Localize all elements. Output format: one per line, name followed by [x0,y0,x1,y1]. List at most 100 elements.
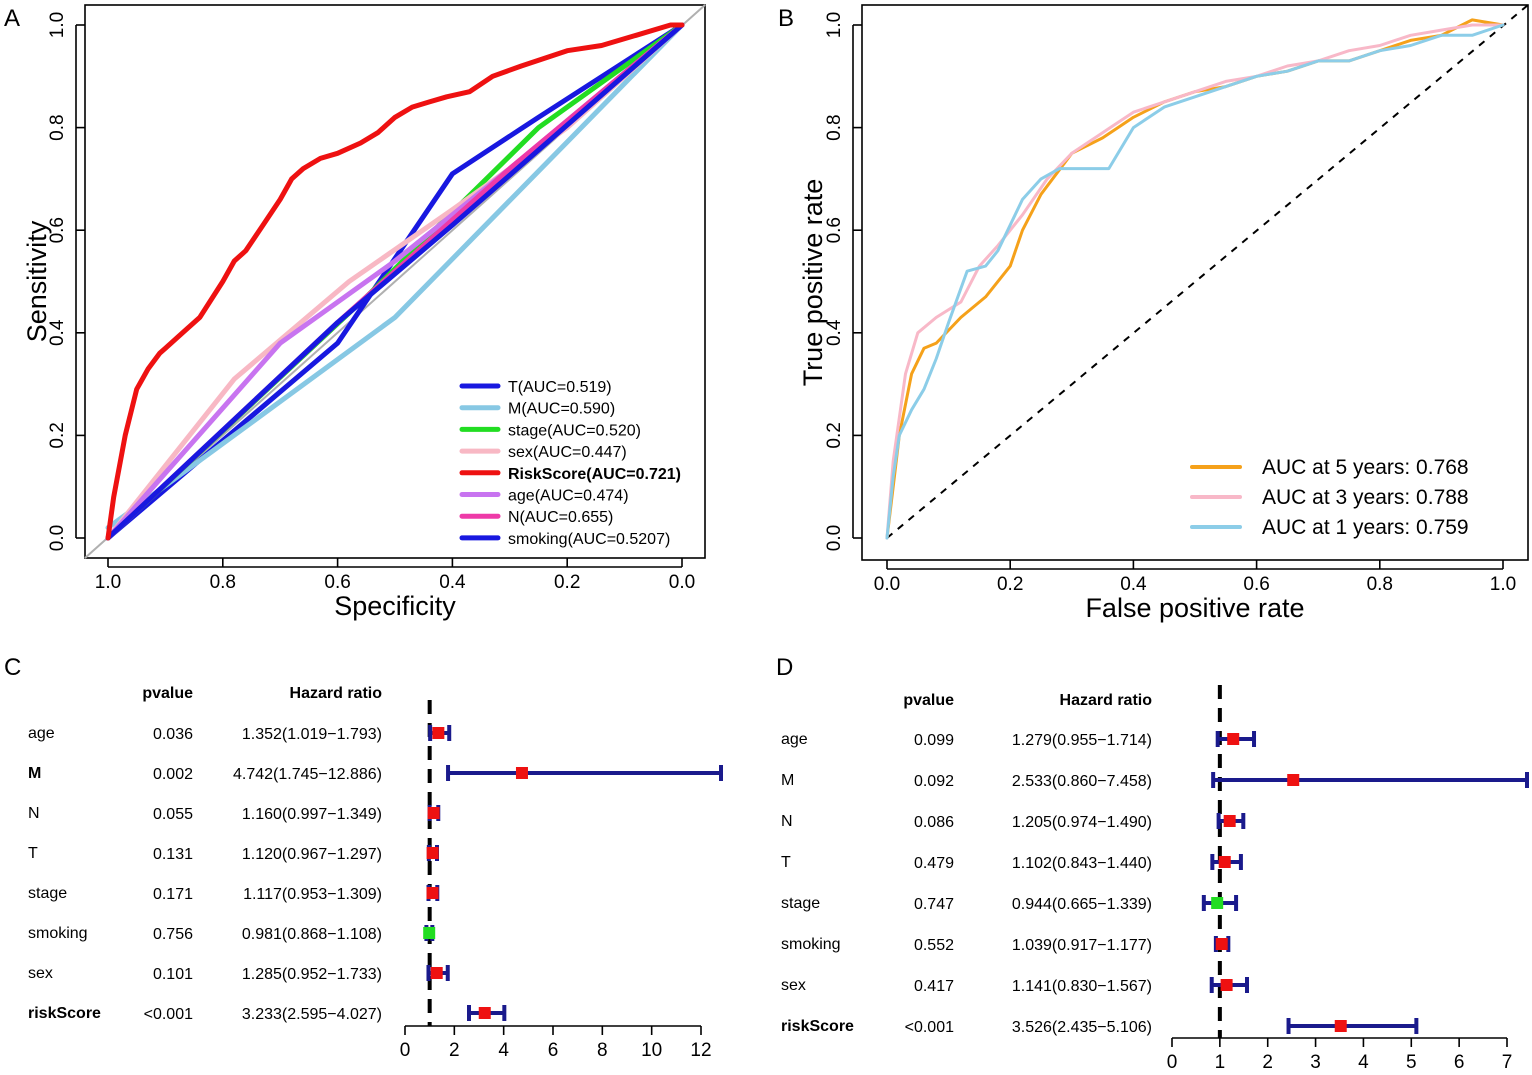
legend-label: T(AUC=0.519) [508,379,612,396]
hazard-ratio-point [1215,938,1228,950]
legend-label: AUC at 1 years: 0.759 [1262,516,1469,539]
column-header-pvalue: pvalue [142,685,193,702]
x-tick-label: 10 [641,1040,662,1061]
hazard-ratio-point [426,847,439,859]
row-hazard-ratio: 1.285(0.952−1.733) [242,966,382,983]
row-label: age [781,731,808,748]
row-pvalue: 0.747 [914,896,954,913]
row-pvalue: 0.479 [914,855,954,872]
x-tick-label: 1 [1215,1052,1226,1073]
x-axis-title: False positive rate [1085,593,1304,623]
row-label: M [781,772,794,789]
y-tick-label: 0.4 [824,319,845,346]
row-label: smoking [781,936,841,953]
row-hazard-ratio: 1.141(0.830−1.567) [1012,978,1152,995]
hazard-ratio-point [1227,733,1240,745]
row-pvalue: 0.756 [153,926,193,943]
row-hazard-ratio: 1.160(0.997−1.349) [242,806,382,823]
hazard-ratio-point [515,767,528,779]
x-tick-label: 12 [690,1040,711,1061]
row-hazard-ratio: 1.120(0.967−1.297) [242,846,382,863]
row-pvalue: 0.552 [914,937,954,954]
legend-label: AUC at 5 years: 0.768 [1262,456,1469,479]
legend-label: M(AUC=0.590) [508,401,615,418]
panel-letter: B [778,5,794,32]
hazard-ratio-point [1220,979,1233,991]
row-label: T [781,854,791,871]
roc-curve-3 [885,23,1505,540]
row-hazard-ratio: 1.279(0.955−1.714) [1012,732,1152,749]
row-pvalue: 0.086 [914,814,954,831]
y-tick-label: 1.0 [824,12,845,38]
x-tick-label: 0.0 [669,572,695,593]
x-tick-label: 3 [1310,1052,1321,1073]
row-hazard-ratio: 3.233(2.595−4.027) [242,1006,382,1023]
x-tick-label: 0.0 [874,574,900,595]
hazard-ratio-point [1218,856,1231,868]
hazard-ratio-point [426,887,439,899]
row-hazard-ratio: 1.117(0.953−1.309) [243,886,382,903]
row-pvalue: 0.036 [153,726,193,743]
row-hazard-ratio: 1.039(0.917−1.177) [1012,937,1152,954]
y-tick-label: 0.2 [47,422,68,448]
legend-label: smoking(AUC=0.5207) [508,531,670,548]
row-pvalue: 0.171 [153,886,193,903]
row-label: riskScore [28,1005,101,1022]
x-axis-title: Specificity [334,591,456,621]
y-axis-title: Sensitivity [22,220,52,342]
row-label: sex [28,965,53,982]
x-tick-label: 7 [1502,1052,1513,1073]
row-pvalue: 0.417 [914,978,954,995]
row-label: smoking [28,925,88,942]
row-hazard-ratio: 0.981(0.868−1.108) [242,926,382,943]
x-tick-label: 8 [597,1040,608,1061]
row-hazard-ratio: 4.742(1.745−12.886) [233,766,382,783]
hazard-ratio-point [427,807,440,819]
hazard-ratio-point [430,967,443,979]
row-hazard-ratio: 3.526(2.435−5.106) [1012,1019,1152,1036]
roc-curve-8 [105,22,685,541]
x-tick-label: 0.6 [324,572,350,593]
row-pvalue: 0.092 [914,773,954,790]
roc-curve-1 [105,22,685,541]
hazard-ratio-point [478,1007,491,1019]
row-pvalue: 0.002 [153,766,193,783]
x-tick-label: 0.8 [1367,574,1393,595]
row-pvalue: 0.099 [914,732,954,749]
row-label: riskScore [781,1018,854,1035]
x-tick-label: 5 [1406,1052,1417,1073]
plot-frame [861,4,1529,561]
roc-curve-2 [105,22,685,531]
row-hazard-ratio: 1.352(1.019−1.793) [242,726,382,743]
y-tick-label: 0.0 [47,525,68,551]
x-tick-label: 0.2 [554,572,580,593]
panel-a: A 1.0 0.8 0.6 0.4 0.2 0.0 0.0 0.2 0.4 0.6 0.8 1.0 Spe… [4,4,706,621]
row-pvalue: 0.055 [153,806,193,823]
hazard-ratio-point [1211,897,1224,909]
column-header-hazard-ratio: Hazard ratio [290,685,383,702]
x-tick-label: 0.4 [439,572,466,593]
x-tick-label: 4 [498,1040,509,1061]
x-tick-label: 0.4 [1120,574,1147,595]
y-tick-label: 0.0 [824,525,845,551]
panel-b: B 0.0 0.2 0.4 0.6 0.8 1.0 0.0 0.2 0.4 0.6 0.8 1.0 Fal… [778,4,1529,623]
column-header-hazard-ratio: Hazard ratio [1060,692,1153,709]
panel-letter: A [4,5,20,32]
row-hazard-ratio: 2.533(0.860−7.458) [1012,773,1152,790]
column-header-pvalue: pvalue [903,692,954,709]
row-label: M [28,765,41,782]
row-pvalue: <0.001 [144,1006,193,1023]
x-tick-label: 0 [400,1040,411,1061]
legend-label: N(AUC=0.655) [508,509,613,526]
x-tick-label: 0.6 [1243,574,1269,595]
row-label: N [28,805,40,822]
y-tick-label: 1.0 [47,12,68,38]
y-tick-label: 0.2 [824,422,845,448]
panel-letter: C [4,654,21,681]
y-tick-label: 0.8 [47,114,68,140]
y-axis-title: True positive rate [798,179,828,387]
x-tick-label: 2 [449,1040,460,1061]
x-tick-label: 6 [548,1040,559,1061]
